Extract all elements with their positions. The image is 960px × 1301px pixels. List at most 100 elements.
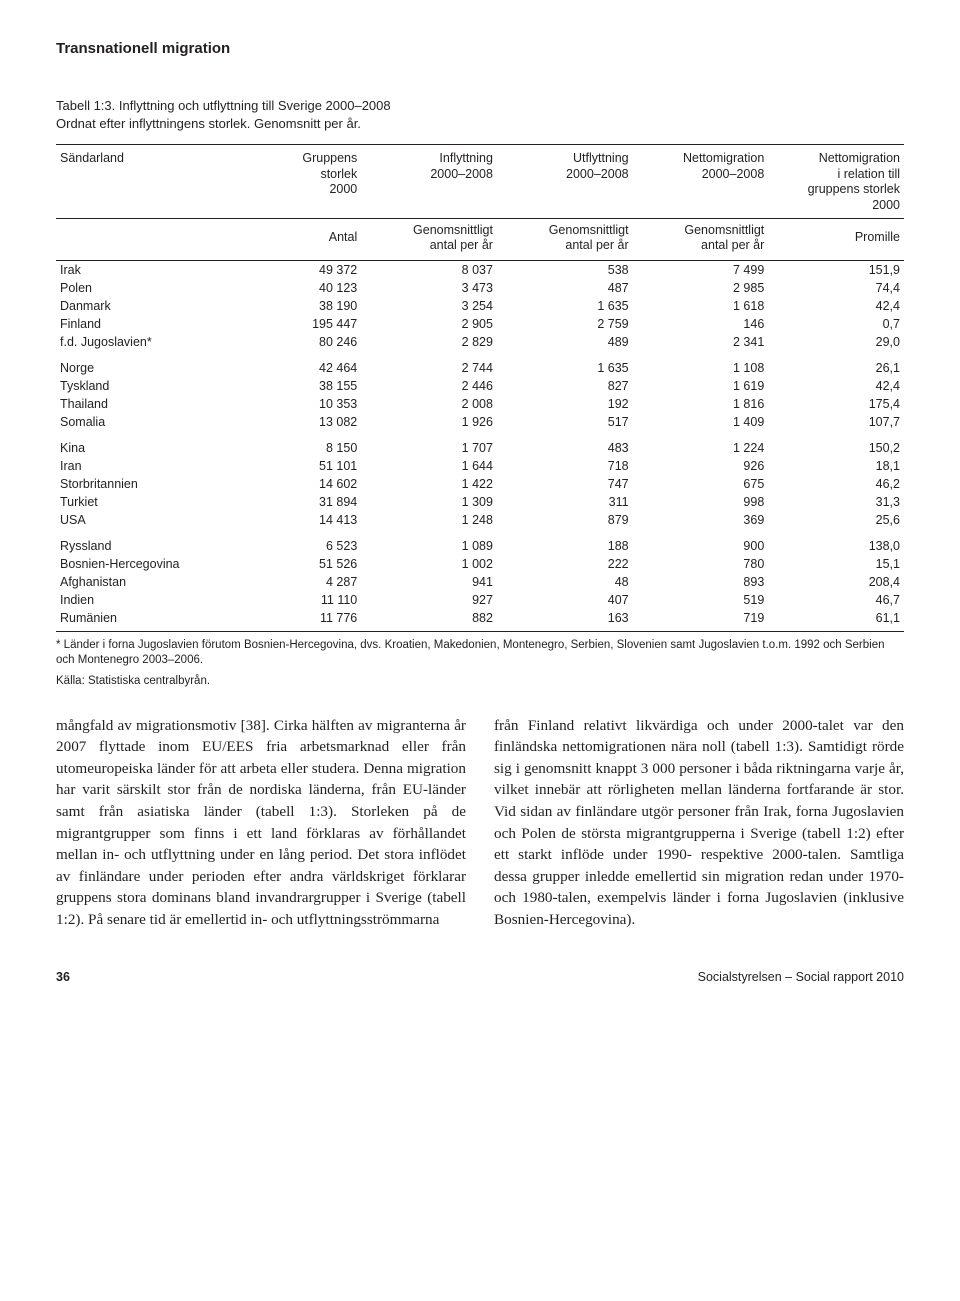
- table-cell: Turkiet: [56, 493, 251, 511]
- table-cell: 29,0: [768, 333, 904, 351]
- table-cell: 719: [633, 609, 769, 632]
- table-cell: Thailand: [56, 395, 251, 413]
- table-cell: 38 190: [251, 297, 361, 315]
- col-header: Genomsnittligtantal per år: [361, 218, 497, 260]
- table-cell: 2 985: [633, 279, 769, 297]
- table-cell: 14 602: [251, 475, 361, 493]
- table-cell: 747: [497, 475, 633, 493]
- table-row: Iran51 1011 64471892618,1: [56, 457, 904, 475]
- table-cell: 487: [497, 279, 633, 297]
- body-text: mångfald av migrationsmotiv [38]. Cirka …: [56, 715, 904, 931]
- col-header: Nettomigration2000–2008: [633, 145, 769, 219]
- table-cell: Storbritannien: [56, 475, 251, 493]
- table-cell: 1 926: [361, 413, 497, 431]
- table-cell: 13 082: [251, 413, 361, 431]
- body-col-left: mångfald av migrationsmotiv [38]. Cirka …: [56, 715, 466, 931]
- table-cell: Bosnien-Hercegovina: [56, 555, 251, 573]
- table-cell: 42 464: [251, 351, 361, 377]
- table-cell: 192: [497, 395, 633, 413]
- table-cell: 882: [361, 609, 497, 632]
- table-cell: 49 372: [251, 260, 361, 279]
- table-cell: USA: [56, 511, 251, 529]
- table-cell: 18,1: [768, 457, 904, 475]
- table-cell: 14 413: [251, 511, 361, 529]
- table-cell: Afghanistan: [56, 573, 251, 591]
- migration-table: SändarlandGruppensstorlek2000Inflyttning…: [56, 144, 904, 632]
- page-number: 36: [56, 970, 70, 984]
- table-row: Indien11 11092740751946,7: [56, 591, 904, 609]
- table-cell: 1 224: [633, 431, 769, 457]
- table-row: Finland195 4472 9052 7591460,7: [56, 315, 904, 333]
- table-cell: 926: [633, 457, 769, 475]
- col-header: Gruppensstorlek2000: [251, 145, 361, 219]
- table-cell: 827: [497, 377, 633, 395]
- table-cell: 1 409: [633, 413, 769, 431]
- table-cell: 188: [497, 529, 633, 555]
- table-cell: 675: [633, 475, 769, 493]
- table-row: Polen40 1233 4734872 98574,4: [56, 279, 904, 297]
- table-cell: 46,7: [768, 591, 904, 609]
- table-cell: Danmark: [56, 297, 251, 315]
- table-cell: 2 446: [361, 377, 497, 395]
- table-cell: 138,0: [768, 529, 904, 555]
- table-cell: 927: [361, 591, 497, 609]
- table-cell: 51 526: [251, 555, 361, 573]
- table-cell: 8 037: [361, 260, 497, 279]
- table-cell: 42,4: [768, 297, 904, 315]
- table-cell: 2 759: [497, 315, 633, 333]
- table-row: Rumänien11 77688216371961,1: [56, 609, 904, 632]
- body-col-right: från Finland relativt likvärdiga och und…: [494, 715, 904, 931]
- page-footer: 36 Socialstyrelsen – Social rapport 2010: [56, 970, 904, 984]
- table-cell: 941: [361, 573, 497, 591]
- table-cell: 2 008: [361, 395, 497, 413]
- table-cell: Tyskland: [56, 377, 251, 395]
- table-cell: 893: [633, 573, 769, 591]
- table-cell: 31,3: [768, 493, 904, 511]
- table-subtitle: Ordnat efter inflyttningens storlek. Gen…: [56, 116, 361, 131]
- table-cell: 146: [633, 315, 769, 333]
- footer-source: Socialstyrelsen – Social rapport 2010: [698, 970, 904, 984]
- table-cell: 40 123: [251, 279, 361, 297]
- table-cell: 1 108: [633, 351, 769, 377]
- table-cell: Ryssland: [56, 529, 251, 555]
- col-header: [56, 218, 251, 260]
- table-footnote-2: Källa: Statistiska centralbyrån.: [56, 674, 904, 689]
- table-cell: 1 635: [497, 297, 633, 315]
- table-cell: 538: [497, 260, 633, 279]
- table-cell: 0,7: [768, 315, 904, 333]
- table-row: f.d. Jugoslavien*80 2462 8294892 34129,0: [56, 333, 904, 351]
- table-cell: Kina: [56, 431, 251, 457]
- col-header: Nettomigrationi relation tillgruppens st…: [768, 145, 904, 219]
- table-row: Somalia13 0821 9265171 409107,7: [56, 413, 904, 431]
- table-cell: 517: [497, 413, 633, 431]
- table-row: Afghanistan4 28794148893208,4: [56, 573, 904, 591]
- table-cell: 26,1: [768, 351, 904, 377]
- col-header: Promille: [768, 218, 904, 260]
- table-cell: 107,7: [768, 413, 904, 431]
- col-header: Genomsnittligtantal per år: [497, 218, 633, 260]
- table-cell: 6 523: [251, 529, 361, 555]
- table-row: Ryssland6 5231 089188900138,0: [56, 529, 904, 555]
- table-cell: 1 002: [361, 555, 497, 573]
- table-cell: 61,1: [768, 609, 904, 632]
- table-cell: 1 309: [361, 493, 497, 511]
- table-cell: 3 473: [361, 279, 497, 297]
- table-cell: 900: [633, 529, 769, 555]
- table-cell: 46,2: [768, 475, 904, 493]
- table-title-rest: Inflyttning och utflyttning till Sverige…: [115, 98, 390, 113]
- table-cell: 489: [497, 333, 633, 351]
- table-cell: 519: [633, 591, 769, 609]
- table-cell: f.d. Jugoslavien*: [56, 333, 251, 351]
- table-cell: 4 287: [251, 573, 361, 591]
- table-cell: 1 422: [361, 475, 497, 493]
- table-cell: 1 248: [361, 511, 497, 529]
- table-cell: 38 155: [251, 377, 361, 395]
- table-cell: Irak: [56, 260, 251, 279]
- table-title: Tabell 1:3. Inflyttning och utflyttning …: [56, 97, 904, 132]
- table-cell: 369: [633, 511, 769, 529]
- table-cell: 2 905: [361, 315, 497, 333]
- table-cell: 222: [497, 555, 633, 573]
- table-cell: 1 644: [361, 457, 497, 475]
- table-cell: 31 894: [251, 493, 361, 511]
- table-cell: 195 447: [251, 315, 361, 333]
